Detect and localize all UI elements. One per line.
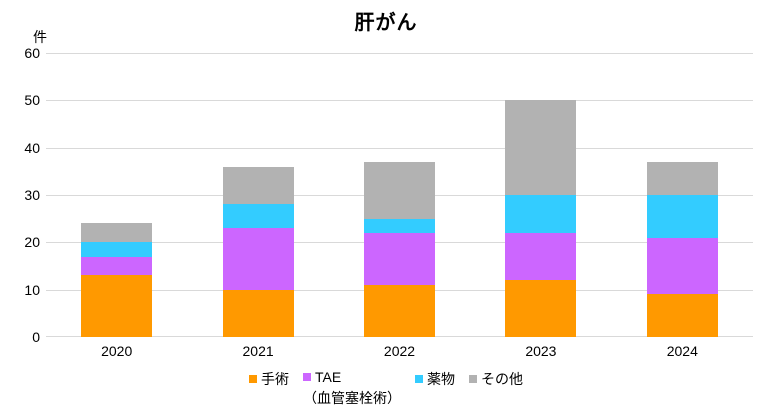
x-axis-tick-label: 2022	[383, 343, 416, 359]
x-axis-tick-label: 2021	[242, 343, 274, 359]
legend-item: 薬物	[415, 369, 455, 389]
y-axis-unit-label: 件	[33, 29, 47, 45]
gridline	[46, 147, 753, 149]
bar-segment	[81, 275, 153, 337]
bar-segment	[505, 100, 577, 196]
y-axis-tick-label: 30	[24, 187, 40, 203]
legend-item: 手術	[249, 369, 289, 389]
x-axis: 2020 2021 2022 2023 2024	[46, 343, 753, 361]
plot-area	[46, 53, 753, 337]
y-axis-tick-label: 40	[24, 139, 40, 156]
y-axis-tick-label: 10	[24, 281, 40, 298]
y-axis-tick-label: 50	[24, 92, 40, 109]
bar-segment	[505, 280, 577, 337]
bar-segment	[646, 161, 718, 196]
bar-segment	[364, 161, 435, 219]
bar-segment	[222, 166, 294, 205]
gridline	[46, 100, 753, 102]
legend-label: その他	[481, 371, 523, 387]
bar-segment	[505, 232, 577, 281]
bar-group-2021	[222, 166, 294, 337]
bar-segment	[646, 195, 718, 238]
bar-segment	[222, 204, 294, 229]
bar-segment	[81, 223, 153, 243]
bar-group-2020	[81, 223, 153, 337]
legend-swatch-icon	[415, 375, 423, 383]
legend-note: （血管塞栓術）	[303, 390, 401, 406]
legend-label: TAE	[315, 369, 342, 385]
bar-segment	[364, 218, 435, 233]
legend-swatch-icon	[249, 375, 257, 383]
bar-segment	[505, 195, 577, 233]
bar-segment	[81, 256, 153, 276]
y-axis: 0 10 20 30 40 50 60	[0, 45, 40, 345]
y-axis-tick-label: 60	[24, 45, 40, 61]
bar-segment	[646, 237, 718, 295]
bar-group-2024	[646, 161, 718, 337]
legend-label: 手術	[261, 371, 289, 387]
x-axis-tick-label: 2024	[666, 343, 698, 359]
chart-title: 肝がん	[354, 12, 418, 34]
bar-segment	[364, 284, 435, 337]
x-axis-tick-label: 2020	[101, 343, 133, 359]
y-axis-tick-label: 0	[32, 329, 40, 345]
legend-swatch-icon	[469, 375, 477, 383]
legend-swatch-icon	[303, 373, 311, 381]
x-axis-tick-label: 2023	[525, 343, 557, 359]
bar-segment	[364, 232, 435, 285]
gridline	[46, 53, 753, 54]
bar-segment	[81, 242, 153, 257]
legend-item: TAE （血管塞栓術）	[303, 369, 401, 408]
legend-label: 薬物	[427, 371, 455, 387]
legend-item: その他	[469, 369, 523, 389]
legend: 手術 TAE （血管塞栓術） 薬物 その他	[0, 369, 772, 408]
bar-group-2023	[505, 100, 577, 337]
bar-group-2022	[364, 161, 435, 337]
bar-segment	[222, 289, 294, 337]
y-axis-tick-label: 20	[24, 234, 40, 251]
bar-segment	[222, 228, 294, 290]
bar-segment	[646, 294, 718, 337]
